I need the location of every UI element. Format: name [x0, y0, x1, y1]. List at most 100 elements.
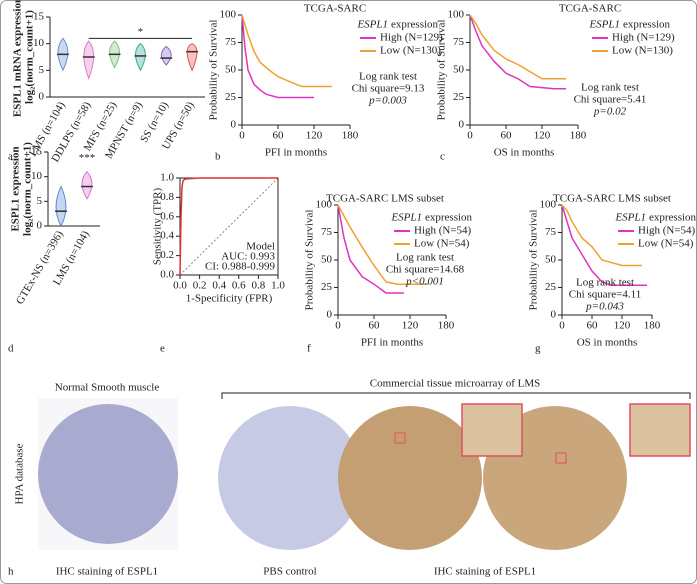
panel-title: TCGA-SARC: [559, 3, 621, 15]
x-tick-label: 60: [369, 320, 381, 332]
inset: [629, 403, 691, 457]
survival-curve: [241, 14, 332, 88]
zoom-box: [555, 452, 567, 464]
y-label: Sensitivity (TPR): [152, 188, 164, 266]
y-tick-label: 1.0: [160, 172, 174, 184]
tissue-core: [218, 406, 362, 550]
test-text: Chi square=4.11: [569, 289, 641, 301]
panel-title: TCGA-SARC LMS subset: [553, 193, 671, 205]
survival-curve: [337, 204, 404, 294]
legend-gene: ESPL1: [614, 212, 646, 224]
x-tick-label: 180: [342, 130, 359, 142]
y-tick-label: 0: [231, 119, 237, 131]
legend-title: expression: [425, 212, 473, 224]
significance: *: [138, 26, 144, 38]
test-text: Log rank test: [396, 252, 454, 264]
legend-gene: ESPL1: [588, 19, 620, 31]
legend-label: High (N=54): [638, 225, 696, 237]
image-title: Commercial tissue microarray of LMS: [370, 378, 540, 390]
y-tick-label: 75: [321, 226, 333, 238]
y-tick-label: 25: [453, 91, 465, 103]
y-tick-label: 0: [39, 91, 45, 103]
y-label: Probability of Survival: [304, 210, 316, 311]
legend-text: CI: 0.988-0.999: [205, 261, 275, 273]
y-tick-label: 5: [39, 64, 45, 76]
x-tick-label: 60: [273, 130, 285, 142]
legend-label: Low (N=130): [612, 45, 673, 57]
violin: [83, 40, 95, 80]
legend-gene: ESPL1: [390, 212, 422, 224]
diagonal: [179, 177, 279, 276]
image-title: Normal Smooth muscle: [55, 382, 160, 394]
survival-curve: [469, 14, 566, 80]
panel-title: TCGA-SARC LMS subset: [326, 193, 444, 205]
x-tick-label: 0.8: [252, 280, 266, 292]
y-label: log₂(norm_count+1): [22, 142, 34, 236]
y-tick-label: 0: [37, 220, 43, 232]
panel-letter: d: [8, 343, 14, 355]
tissue-core: [38, 404, 178, 544]
caption: IHC staining of ESPL1: [56, 566, 158, 578]
x-tick-label: 0.4: [212, 280, 226, 292]
y-tick-label: 50: [225, 64, 237, 76]
legend-title: expression: [649, 212, 697, 224]
y-label: ESPL1 expression: [10, 146, 22, 231]
y-tick-label: 75: [453, 36, 465, 48]
x-label: OS in months: [577, 337, 638, 349]
legend-text: AUC: 0.993: [221, 251, 275, 263]
x-tick-label: 120: [402, 320, 419, 332]
x-tick-label: 120: [306, 130, 323, 142]
legend-label: Low (N=54): [414, 238, 470, 250]
y-label: Probability of Survival: [436, 20, 448, 121]
panel-letter: g: [535, 343, 541, 355]
legend-title: expression: [623, 19, 671, 31]
legend-gene: ESPL1: [356, 19, 388, 31]
panel-title: TCGA-SARC: [304, 3, 366, 15]
survival-curve: [337, 204, 428, 285]
test-text: Log rank test: [359, 71, 417, 83]
x-tick-label: 120: [614, 320, 631, 332]
survival-curve: [469, 14, 566, 90]
y-tick-label: 15: [33, 11, 45, 23]
test-text: Chi square=14.68: [386, 264, 465, 276]
violin: [135, 43, 146, 72]
significance: ***: [79, 152, 96, 164]
panel-letter: h: [8, 566, 14, 578]
legend-label: Low (N=54): [638, 238, 694, 250]
y-tick-label: 50: [321, 254, 333, 266]
y-tick-label: 75: [225, 36, 237, 48]
zoom-box: [394, 432, 406, 444]
caption: PBS control: [263, 566, 316, 578]
y-tick-label: 0: [459, 119, 465, 131]
y-tick-label: 75: [545, 226, 557, 238]
x-tick-label: 1.0: [271, 280, 285, 292]
x-label: PFI in months: [265, 147, 327, 159]
y-tick-label: 15: [31, 146, 43, 158]
x-tick-label: 0: [467, 130, 473, 142]
legend-text: Model: [246, 241, 275, 253]
test-text: p=0.043: [585, 301, 624, 313]
y-tick-label: 0.6: [160, 210, 174, 222]
x-tick-label: 0.0: [173, 280, 187, 292]
y-tick-label: 100: [316, 199, 333, 211]
x-label: 1-Specificity (FPR): [186, 293, 273, 305]
legend-label: High (N=129): [380, 32, 443, 44]
y-label: log₂(norm_count+1): [24, 10, 36, 104]
roc-curve: [179, 177, 278, 276]
test-text: Log rank test: [576, 277, 634, 289]
x-tick-label: 180: [644, 320, 661, 332]
y-tick-label: 50: [453, 64, 465, 76]
inset: [461, 403, 523, 457]
legend-label: High (N=129): [612, 32, 675, 44]
side-label: HPA database: [14, 443, 26, 504]
y-tick-label: 100: [220, 9, 237, 21]
y-tick-label: 0.4: [160, 230, 174, 242]
y-label: ESPL1 mRNA expression: [12, 0, 24, 117]
legend-label: Low (N=130): [380, 45, 441, 57]
test-text: p<0.001: [405, 276, 444, 288]
test-text: p=0.02: [593, 106, 627, 118]
panel-letter: b: [215, 151, 221, 163]
x-tick-label: 0.2: [193, 280, 207, 292]
y-tick-label: 0: [327, 309, 333, 321]
